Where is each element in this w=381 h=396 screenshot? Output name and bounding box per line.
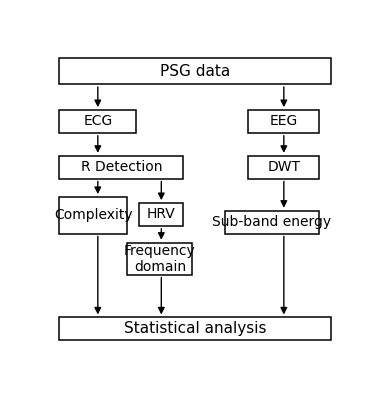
Text: EEG: EEG: [270, 114, 298, 128]
FancyBboxPatch shape: [59, 317, 331, 340]
FancyBboxPatch shape: [59, 197, 127, 234]
FancyBboxPatch shape: [127, 243, 192, 275]
FancyBboxPatch shape: [139, 203, 184, 226]
Text: HRV: HRV: [147, 208, 176, 221]
Text: PSG data: PSG data: [160, 64, 231, 79]
Text: DWT: DWT: [267, 160, 300, 174]
FancyBboxPatch shape: [59, 110, 136, 133]
Text: Frequency
domain: Frequency domain: [124, 244, 196, 274]
FancyBboxPatch shape: [225, 211, 319, 234]
FancyBboxPatch shape: [248, 156, 319, 179]
Text: R Detection: R Detection: [81, 160, 162, 174]
FancyBboxPatch shape: [59, 58, 331, 84]
Text: Statistical analysis: Statistical analysis: [124, 321, 267, 336]
FancyBboxPatch shape: [59, 156, 184, 179]
FancyBboxPatch shape: [248, 110, 319, 133]
Text: ECG: ECG: [83, 114, 112, 128]
Text: Complexity: Complexity: [54, 208, 133, 222]
Text: Sub-band energy: Sub-band energy: [213, 215, 331, 229]
